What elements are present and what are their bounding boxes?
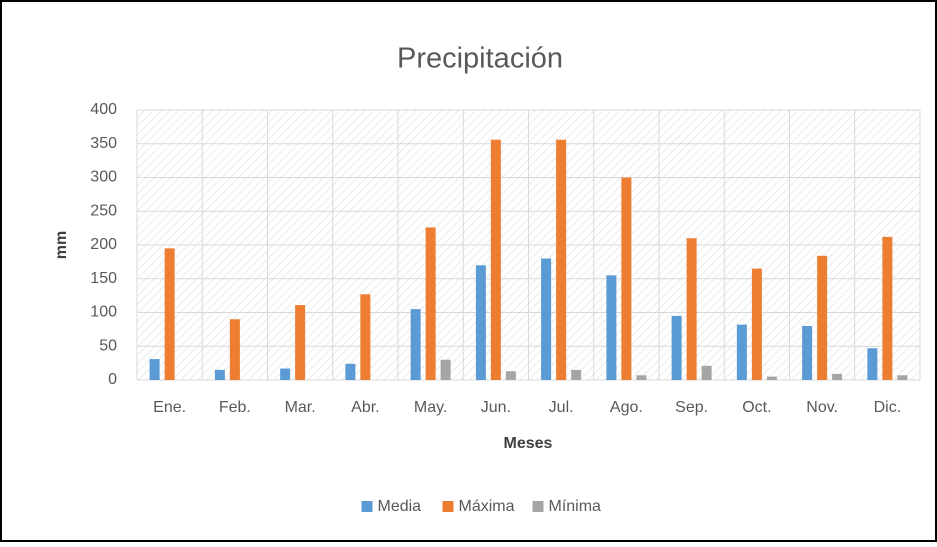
y-tick-label: 100 — [90, 304, 117, 321]
bar — [410, 309, 421, 380]
y-axis-label: mm — [53, 231, 70, 259]
bar — [295, 305, 306, 380]
legend-swatch — [361, 501, 373, 512]
x-axis-label: Meses — [504, 435, 553, 452]
bar — [606, 275, 617, 380]
bar — [736, 324, 747, 380]
bar — [701, 365, 712, 380]
y-tick-label: 300 — [90, 169, 117, 186]
bar — [164, 248, 175, 380]
legend-label: Media — [378, 498, 422, 515]
y-tick-label: 400 — [90, 101, 117, 118]
y-tick-label: 350 — [90, 135, 117, 152]
bar — [360, 294, 371, 380]
bar — [571, 369, 582, 380]
bar — [636, 375, 647, 380]
x-tick-label: Jun. — [481, 399, 511, 416]
y-tick-label: 0 — [108, 371, 117, 388]
bar — [897, 375, 908, 380]
bar — [505, 371, 516, 380]
x-tick-label: Nov. — [806, 399, 838, 416]
x-tick-label: Oct. — [742, 399, 771, 416]
bar — [832, 373, 843, 380]
chart-title: Precipitación — [397, 43, 563, 75]
bar — [214, 369, 225, 380]
bar — [490, 139, 501, 380]
bar — [556, 139, 567, 380]
bar — [149, 359, 160, 380]
bar — [345, 363, 356, 380]
x-tick-label: Abr. — [351, 399, 379, 416]
bar — [751, 268, 762, 380]
x-tick-label: May. — [414, 399, 447, 416]
bar — [541, 258, 552, 380]
bar — [766, 376, 777, 380]
y-tick-label: 50 — [99, 337, 117, 354]
x-tick-label: Ago. — [610, 399, 643, 416]
x-tick-label: Sep. — [675, 399, 708, 416]
y-tick-label: 250 — [90, 202, 117, 219]
bar — [621, 177, 632, 380]
bar — [280, 368, 291, 380]
legend-label: Mínima — [549, 498, 602, 515]
x-tick-label: Mar. — [285, 399, 316, 416]
legend-label: Máxima — [459, 498, 515, 515]
bar — [425, 227, 436, 380]
x-tick-label: Dic. — [874, 399, 902, 416]
bar — [475, 265, 486, 380]
y-tick-label: 200 — [90, 236, 117, 253]
bar — [882, 236, 893, 380]
x-tick-label: Feb. — [219, 399, 251, 416]
legend-swatch — [532, 501, 544, 512]
bar — [686, 238, 697, 380]
bar — [440, 359, 451, 380]
bar — [817, 255, 828, 380]
legend-swatch — [442, 501, 454, 512]
x-tick-label: Jul. — [549, 399, 574, 416]
x-tick-label: Ene. — [153, 399, 186, 416]
bar — [671, 315, 682, 380]
y-tick-label: 150 — [90, 270, 117, 287]
bar — [229, 319, 240, 380]
bar — [802, 326, 813, 380]
bar — [867, 348, 878, 380]
